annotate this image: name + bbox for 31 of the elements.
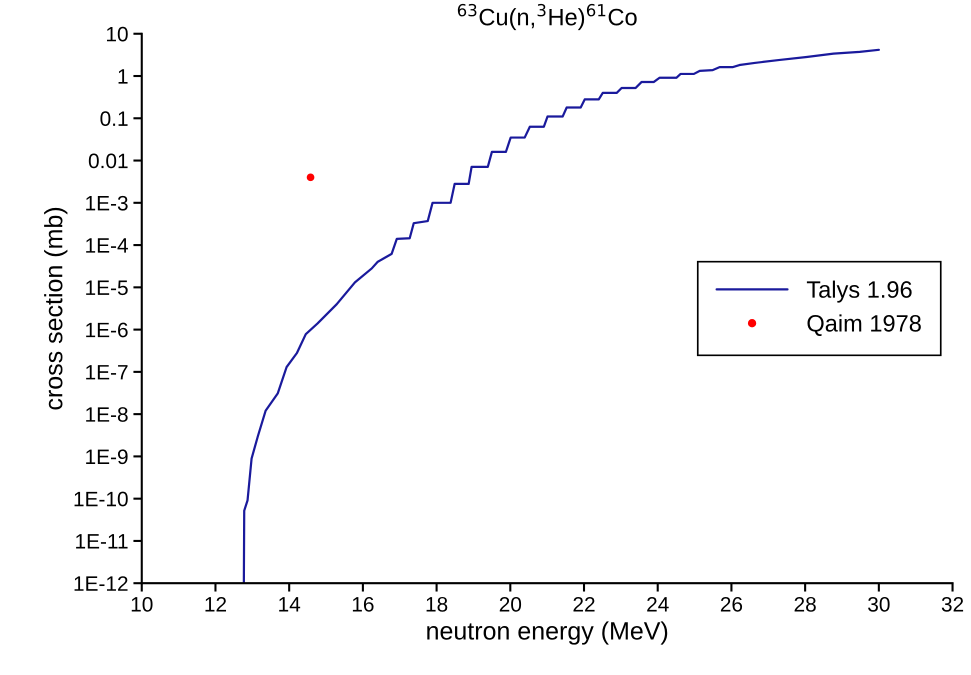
x-tick-label: 18 — [426, 596, 448, 612]
y-tick-label: 1E-11 — [76, 534, 128, 548]
y-tick-label: 1E-8 — [86, 407, 128, 422]
x-tick-label: 26 — [720, 596, 742, 612]
x-tick-label: 10 — [132, 596, 153, 612]
x-tick-label: 32 — [942, 596, 964, 612]
x-tick-label: 20 — [500, 596, 522, 612]
legend-label: Talys 1.96 — [806, 280, 912, 303]
x-axis-title: neutron energy (MeV) — [427, 621, 668, 645]
y-tick-label: 1E-5 — [86, 280, 128, 296]
x-tick-label: 28 — [794, 596, 816, 612]
y-tick-label: 1E-7 — [86, 365, 128, 380]
y-tick-label: 1E-3 — [86, 196, 128, 211]
x-tick-label: 12 — [205, 596, 226, 612]
y-tick-label: 1E-10 — [74, 492, 128, 506]
x-tick-label: 14 — [279, 597, 300, 612]
x-tick-label: 22 — [573, 596, 595, 612]
x-tick-label: 30 — [868, 596, 890, 612]
x-tick-label: 16 — [352, 596, 374, 612]
y-tick-label: 1E-6 — [86, 322, 128, 338]
x-tick-label: 24 — [647, 596, 669, 612]
y-tick-label: 0.01 — [88, 154, 128, 168]
y-tick-label: 1E-4 — [86, 238, 128, 253]
y-axis-title: cross section (mb) — [44, 208, 68, 410]
chart-title: $^{63}$Cu(n,$^{3}$He)$^{61}$Co — [458, 4, 637, 30]
legend-label: Qaim 1978 — [807, 314, 921, 336]
y-tick-label: 10 — [106, 26, 128, 42]
y-tick-label: 0.1 — [100, 111, 128, 126]
y-tick-label: 1 — [118, 69, 128, 84]
y-tick-label: 1E-9 — [86, 449, 128, 464]
y-tick-label: 1E-12 — [74, 576, 128, 591]
